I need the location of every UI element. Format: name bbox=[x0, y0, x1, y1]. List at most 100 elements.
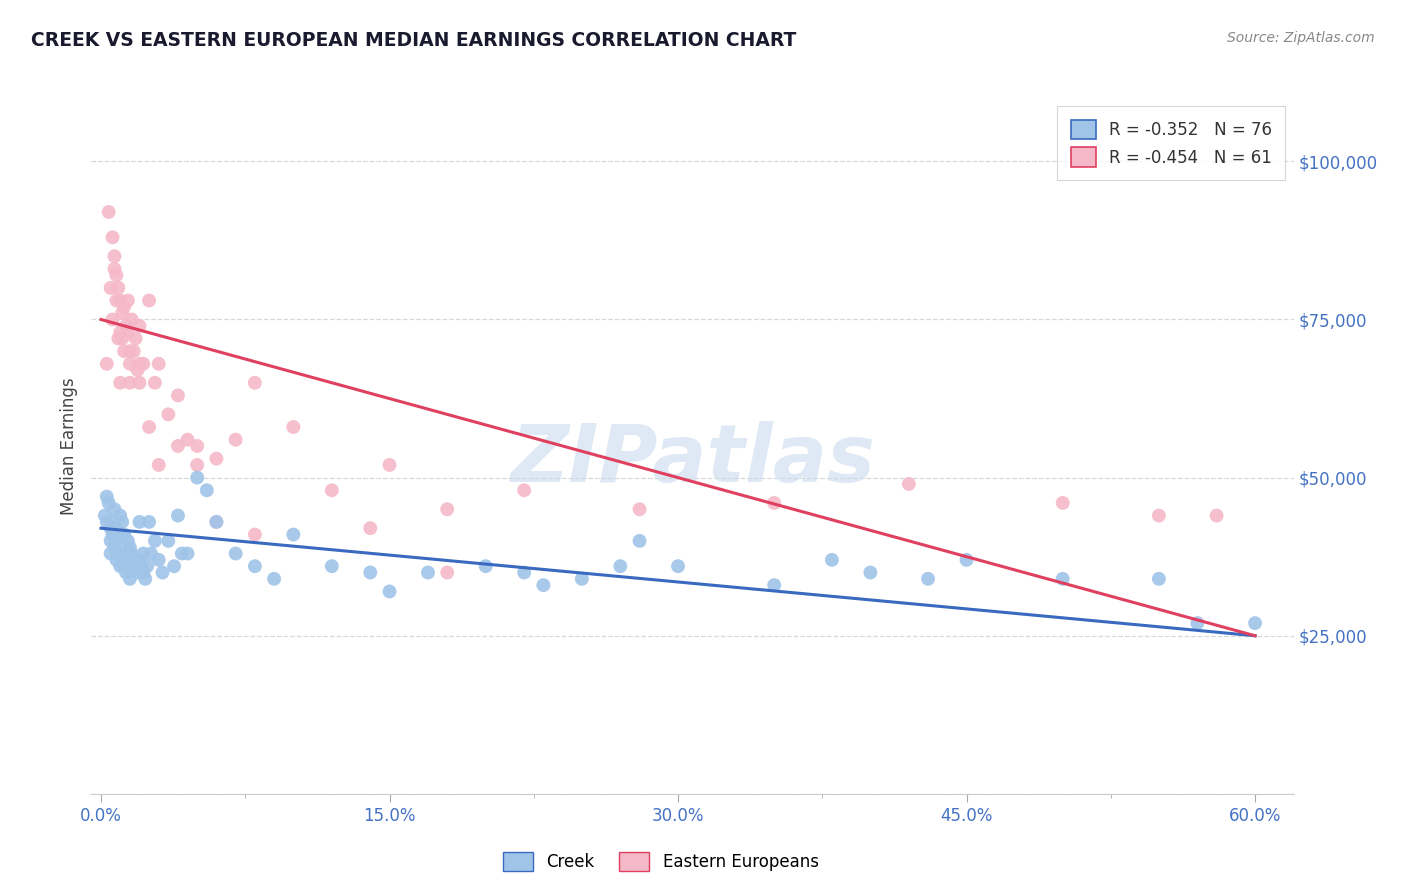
Point bbox=[118, 357, 141, 371]
Point bbox=[100, 281, 122, 295]
Point bbox=[378, 584, 401, 599]
Point bbox=[176, 547, 198, 561]
Point bbox=[132, 547, 155, 561]
Text: CREEK VS EASTERN EUROPEAN MEDIAN EARNINGS CORRELATION CHART: CREEK VS EASTERN EUROPEAN MEDIAN EARNING… bbox=[31, 31, 796, 50]
Point bbox=[136, 559, 159, 574]
Point bbox=[138, 515, 160, 529]
Point bbox=[157, 533, 180, 548]
Point bbox=[628, 533, 651, 548]
Point bbox=[148, 357, 170, 371]
Point bbox=[186, 470, 208, 484]
Point bbox=[111, 331, 134, 345]
Point bbox=[111, 306, 134, 320]
Point bbox=[132, 566, 155, 580]
Point bbox=[101, 527, 124, 541]
Legend: Creek, Eastern Europeans: Creek, Eastern Europeans bbox=[495, 843, 827, 880]
Point bbox=[131, 559, 153, 574]
Point bbox=[122, 344, 145, 359]
Point bbox=[101, 312, 124, 326]
Point bbox=[416, 566, 439, 580]
Point bbox=[143, 533, 166, 548]
Point bbox=[513, 566, 536, 580]
Point bbox=[195, 483, 218, 498]
Point bbox=[139, 547, 162, 561]
Point bbox=[186, 458, 208, 472]
Point bbox=[128, 376, 150, 390]
Point bbox=[122, 553, 145, 567]
Point bbox=[225, 547, 247, 561]
Point bbox=[1187, 616, 1209, 631]
Point bbox=[243, 376, 266, 390]
Point bbox=[283, 527, 305, 541]
Point bbox=[107, 331, 129, 345]
Point bbox=[103, 249, 125, 263]
Point bbox=[100, 533, 122, 548]
Point bbox=[1244, 616, 1267, 631]
Point bbox=[105, 268, 128, 283]
Point bbox=[111, 547, 134, 561]
Point bbox=[225, 433, 247, 447]
Point bbox=[859, 566, 882, 580]
Point bbox=[321, 483, 343, 498]
Point bbox=[378, 458, 401, 472]
Point bbox=[243, 559, 266, 574]
Point bbox=[513, 483, 536, 498]
Point bbox=[205, 515, 228, 529]
Point bbox=[127, 363, 149, 377]
Point bbox=[531, 578, 554, 592]
Point bbox=[148, 458, 170, 472]
Point bbox=[128, 553, 150, 567]
Point bbox=[359, 521, 381, 535]
Point bbox=[94, 508, 117, 523]
Y-axis label: Median Earnings: Median Earnings bbox=[60, 377, 79, 515]
Point bbox=[105, 521, 128, 535]
Point bbox=[118, 540, 141, 554]
Point bbox=[117, 325, 139, 339]
Point bbox=[100, 547, 122, 561]
Point bbox=[128, 357, 150, 371]
Point bbox=[112, 300, 135, 314]
Point bbox=[103, 540, 125, 554]
Point bbox=[243, 527, 266, 541]
Point bbox=[107, 533, 129, 548]
Point bbox=[157, 408, 180, 422]
Point bbox=[132, 357, 155, 371]
Point bbox=[117, 553, 139, 567]
Point bbox=[118, 376, 141, 390]
Point bbox=[110, 508, 132, 523]
Point bbox=[101, 230, 124, 244]
Point bbox=[124, 331, 146, 345]
Point bbox=[107, 547, 129, 561]
Point bbox=[955, 553, 977, 567]
Point bbox=[103, 502, 125, 516]
Point bbox=[100, 521, 122, 535]
Point bbox=[111, 515, 134, 529]
Point bbox=[138, 293, 160, 308]
Point bbox=[127, 566, 149, 580]
Point bbox=[115, 547, 138, 561]
Point bbox=[105, 293, 128, 308]
Point bbox=[571, 572, 593, 586]
Point bbox=[1052, 572, 1074, 586]
Point bbox=[96, 357, 118, 371]
Point bbox=[105, 553, 128, 567]
Point bbox=[821, 553, 844, 567]
Point bbox=[917, 572, 939, 586]
Point bbox=[117, 293, 139, 308]
Point bbox=[359, 566, 381, 580]
Point bbox=[763, 578, 786, 592]
Point bbox=[1052, 496, 1074, 510]
Point bbox=[897, 477, 920, 491]
Point bbox=[128, 515, 150, 529]
Point bbox=[628, 502, 651, 516]
Point bbox=[176, 433, 198, 447]
Point bbox=[124, 559, 146, 574]
Point bbox=[263, 572, 285, 586]
Point bbox=[97, 205, 120, 219]
Point bbox=[170, 547, 193, 561]
Point bbox=[115, 566, 138, 580]
Point bbox=[283, 420, 305, 434]
Point bbox=[1147, 572, 1170, 586]
Point bbox=[1205, 508, 1227, 523]
Point bbox=[110, 527, 132, 541]
